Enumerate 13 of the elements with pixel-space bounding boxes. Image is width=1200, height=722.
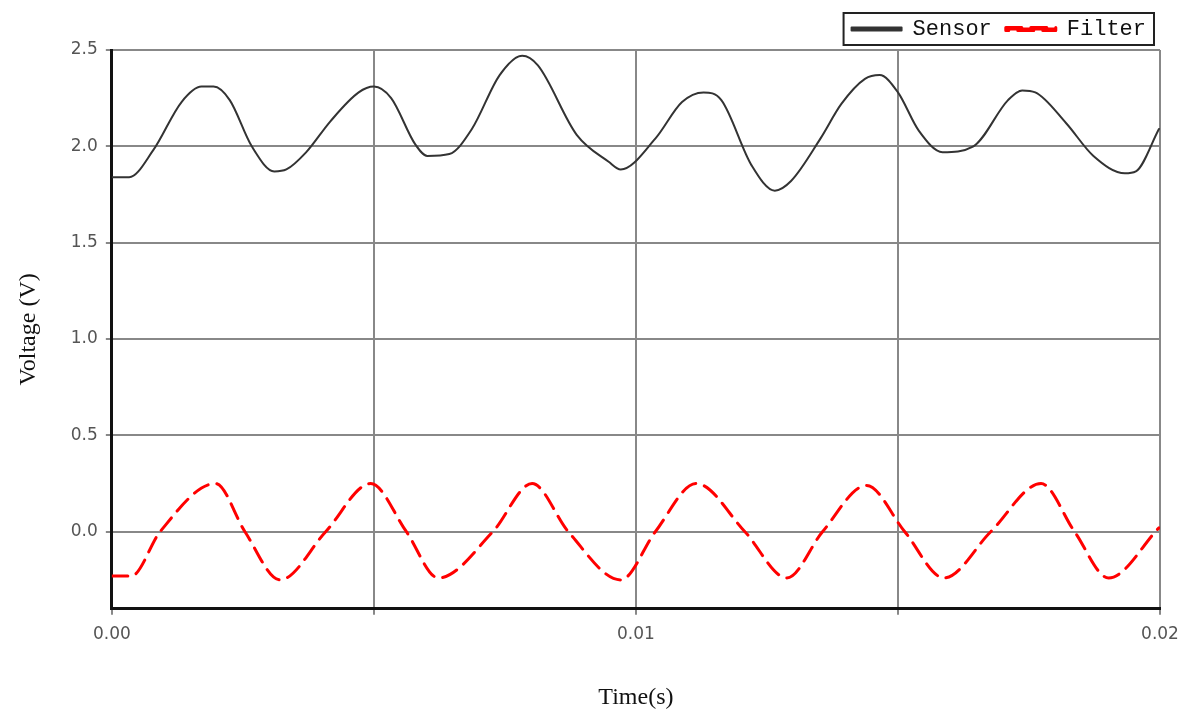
- y-tick-label: 2.0: [70, 134, 98, 155]
- x-tick-label: 0.01: [616, 623, 655, 644]
- x-tick-label: 0.02: [1141, 623, 1179, 644]
- x-axis-title: Time(s): [598, 682, 674, 709]
- y-tick-label: 0.5: [70, 423, 98, 444]
- y-tick-label: 1.0: [70, 327, 98, 348]
- x-tick-label: 0.00: [92, 623, 131, 644]
- legend-label: Filter: [1066, 16, 1147, 42]
- y-tick-label: 0.0: [70, 520, 98, 541]
- y-tick-label: 1.5: [70, 231, 98, 252]
- y-tick-label: 2.5: [70, 38, 98, 59]
- y-axis-title: Voltage (V): [13, 273, 40, 386]
- legend-label: Sensor: [912, 16, 992, 42]
